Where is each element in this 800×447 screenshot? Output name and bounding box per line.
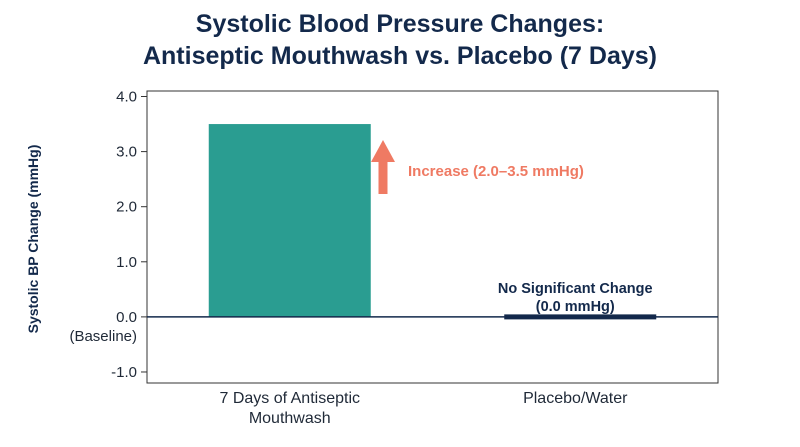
- increase-arrow-shaft: [378, 161, 388, 194]
- category-label-0: Mouthwash: [249, 410, 331, 427]
- y-tick-label: 0.0: [116, 309, 137, 326]
- bar-0: [208, 124, 371, 317]
- y-tick-label: 1.0: [116, 254, 137, 271]
- baseline-label: (Baseline): [69, 328, 137, 345]
- chart-title-line-1: Systolic Blood Pressure Changes:: [195, 10, 605, 38]
- no-change-annotation: No Significant Change: [498, 281, 653, 297]
- chart-title: Systolic Blood Pressure Changes: Antisep…: [0, 8, 800, 72]
- no-change-annotation: (0.0 mmHg): [536, 299, 615, 315]
- y-tick-label: 4.0: [116, 89, 137, 106]
- y-axis-label: Systolic BP Change (mmHg): [25, 145, 41, 334]
- category-label-0: 7 Days of Antiseptic: [219, 390, 360, 407]
- y-tick-label: 3.0: [116, 144, 137, 161]
- y-tick-label: 2.0: [116, 199, 137, 216]
- increase-annotation: Increase (2.0–3.5 mmHg): [408, 163, 584, 180]
- increase-arrow-head: [371, 140, 395, 162]
- plot-frame: [146, 90, 719, 384]
- category-label-1: Placebo/Water: [523, 390, 628, 407]
- y-tick-label: -1.0: [111, 364, 137, 381]
- chart-title-line-2: Antiseptic Mouthwash vs. Placebo (7 Days…: [142, 42, 657, 70]
